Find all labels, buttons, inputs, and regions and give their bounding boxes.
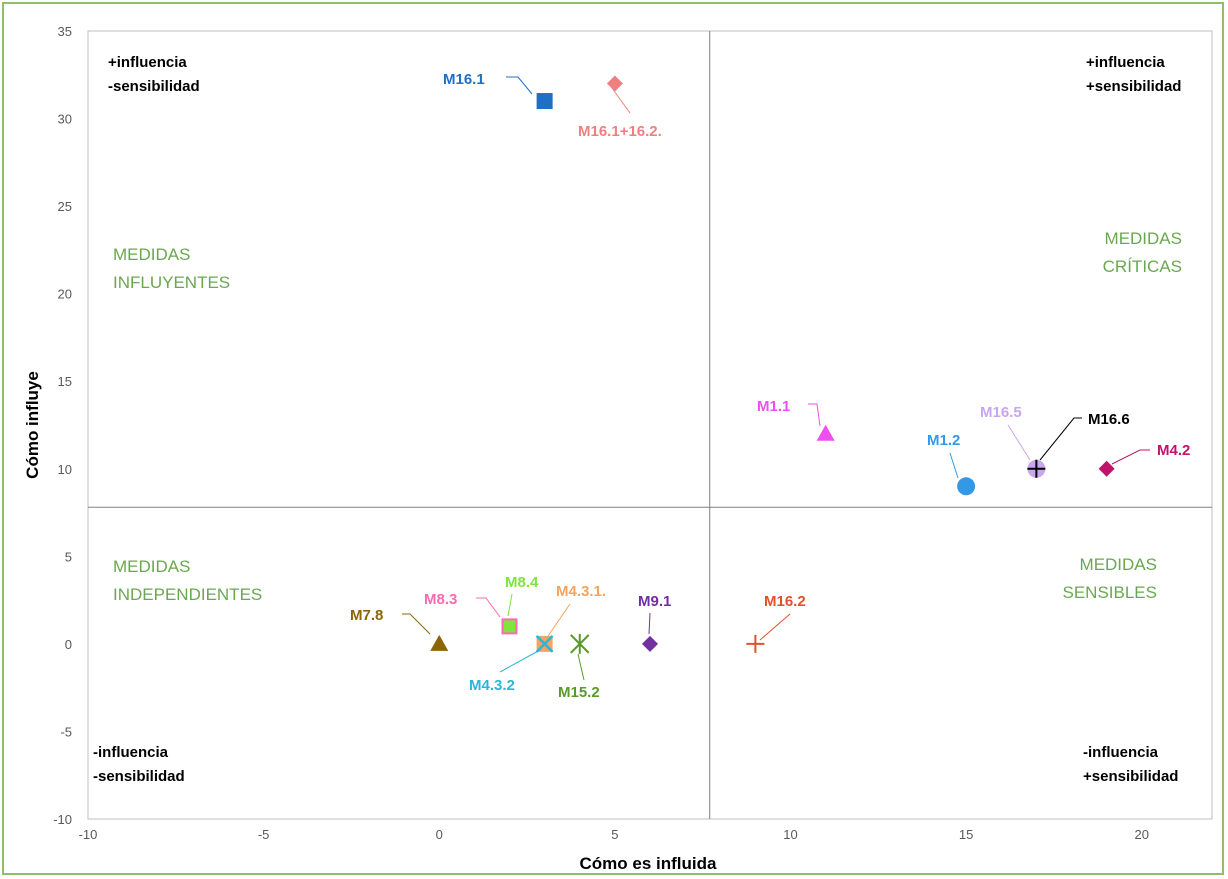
corner-label: -influencia xyxy=(93,744,169,761)
corner-label: -influencia xyxy=(1083,744,1159,761)
marker-shape xyxy=(503,620,516,633)
plot-area xyxy=(87,30,1213,820)
data-point-marker xyxy=(503,620,516,633)
quadrant-label: MEDIDAS xyxy=(113,557,190,576)
corner-label: +influencia xyxy=(1086,54,1165,71)
corner-label: +influencia xyxy=(108,54,187,71)
label-leader-line xyxy=(577,653,585,681)
data-point-marker xyxy=(746,634,765,653)
x-tick-label: -10 xyxy=(79,827,98,842)
y-tick-label: 25 xyxy=(58,199,72,214)
y-tick-label: -5 xyxy=(60,724,72,739)
quadrant-label: INFLUYENTES xyxy=(113,273,230,292)
x-tick-label: 20 xyxy=(1135,827,1149,842)
quadrant-label: MEDIDAS xyxy=(1105,229,1182,248)
data-point-marker xyxy=(606,75,623,92)
quadrant-label: INDEPENDIENTES xyxy=(113,585,262,604)
corner-label: -sensibilidad xyxy=(108,78,200,95)
corner-label: -sensibilidad xyxy=(93,768,185,785)
data-point-label: M4.3.1. xyxy=(556,583,606,600)
label-leader-line xyxy=(648,612,651,635)
data-point-label: M16.5 xyxy=(980,404,1022,421)
label-leader-line xyxy=(547,603,571,637)
quadrant-label: SENSIBLES xyxy=(1063,583,1158,602)
data-point-label: M8.3 xyxy=(424,591,457,608)
data-point-label: M1.2 xyxy=(927,432,960,449)
x-tick-label: 15 xyxy=(959,827,973,842)
x-tick-label: 10 xyxy=(783,827,797,842)
data-point-marker xyxy=(1027,459,1046,478)
x-axis-title: Cómo es influida xyxy=(580,854,718,873)
quadrant-label: MEDIDAS xyxy=(113,245,190,264)
data-point-marker xyxy=(570,633,590,654)
y-tick-label: 15 xyxy=(58,374,72,389)
label-leader-line xyxy=(402,613,431,635)
data-point-label: M4.3.2 xyxy=(469,677,515,694)
data-point-label: M15.2 xyxy=(558,684,600,701)
y-tick-label: -10 xyxy=(53,812,72,827)
marker-shape xyxy=(535,635,554,653)
data-point-marker xyxy=(642,635,658,652)
label-leader-line xyxy=(1111,449,1150,465)
label-leader-line xyxy=(506,76,533,95)
label-leader-line xyxy=(476,597,501,618)
label-leader-line xyxy=(1007,424,1031,461)
marker-shape xyxy=(816,424,835,441)
marker-shape xyxy=(430,634,449,651)
label-leader-line xyxy=(949,452,959,479)
x-tick-label: -5 xyxy=(258,827,270,842)
data-point-label: M16.6 xyxy=(1088,411,1130,428)
label-leader-line xyxy=(759,613,791,641)
y-tick-label: 20 xyxy=(58,287,72,302)
data-point-label: M16.1+16.2. xyxy=(578,123,662,140)
corner-label: +sensibilidad xyxy=(1083,768,1178,785)
quadrant-label: CRÍTICAS xyxy=(1103,257,1182,276)
data-point-label: M8.4 xyxy=(505,574,539,591)
marker-shape xyxy=(1027,459,1046,478)
data-point-marker xyxy=(535,635,554,653)
marker-shape xyxy=(1098,460,1115,477)
marker-shape xyxy=(957,477,976,496)
data-point-label: M9.1 xyxy=(638,593,671,610)
y-axis-title: Cómo influye xyxy=(23,371,42,479)
y-tick-label: 5 xyxy=(65,549,72,564)
label-leader-line xyxy=(499,649,541,673)
y-tick-label: 10 xyxy=(58,462,72,477)
data-point-label: M4.2 xyxy=(1157,442,1190,459)
x-tick-label: 0 xyxy=(436,827,443,842)
x-tick-label: 5 xyxy=(611,827,618,842)
label-leader-line xyxy=(808,403,821,427)
data-point-marker xyxy=(430,634,449,651)
label-leader-line xyxy=(611,87,631,114)
data-point-label: M16.2 xyxy=(764,593,806,610)
quadrant-label: MEDIDAS xyxy=(1080,555,1157,574)
y-tick-label: 35 xyxy=(58,24,72,39)
label-leader-line xyxy=(507,593,513,617)
data-point-label: M1.1 xyxy=(757,398,790,415)
corner-label: +sensibilidad xyxy=(1086,78,1181,95)
marker-shape xyxy=(746,634,765,653)
marker-shape xyxy=(642,635,658,652)
data-point-marker xyxy=(536,93,553,110)
marker-shape xyxy=(570,633,590,654)
data-point-marker xyxy=(957,477,976,496)
y-tick-label: 0 xyxy=(65,637,72,652)
data-point-label: M16.1 xyxy=(443,71,485,88)
marker-shape xyxy=(606,75,623,92)
data-point-marker xyxy=(1098,460,1115,477)
label-leader-line xyxy=(1039,417,1082,461)
data-point-marker xyxy=(816,424,835,441)
data-point-label: M7.8 xyxy=(350,607,383,624)
marker-shape xyxy=(536,93,553,110)
y-tick-label: 30 xyxy=(58,112,72,127)
